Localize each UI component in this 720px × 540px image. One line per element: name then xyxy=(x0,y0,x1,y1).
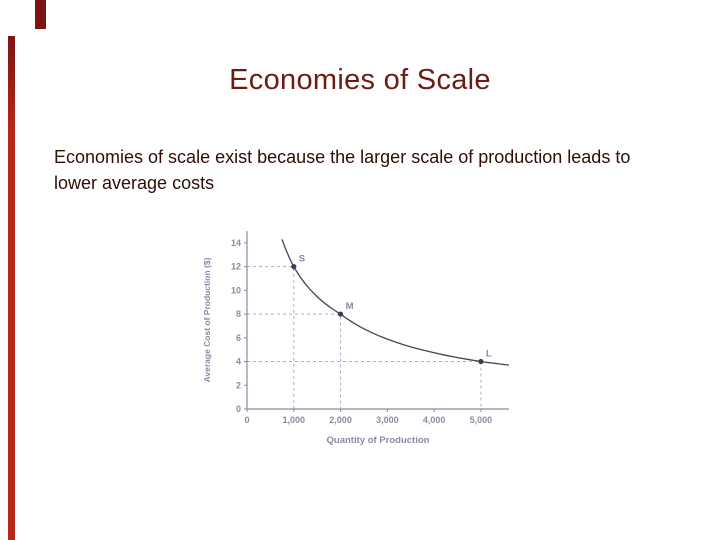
svg-text:12: 12 xyxy=(231,262,241,272)
svg-text:2: 2 xyxy=(236,380,241,390)
svg-text:0: 0 xyxy=(244,415,249,425)
svg-text:M: M xyxy=(346,301,354,312)
svg-text:8: 8 xyxy=(236,309,241,319)
svg-text:Average Cost of Production ($): Average Cost of Production ($) xyxy=(202,257,212,382)
svg-text:5,000: 5,000 xyxy=(470,415,493,425)
svg-text:L: L xyxy=(486,349,492,360)
svg-text:4: 4 xyxy=(236,357,241,367)
svg-text:2,000: 2,000 xyxy=(329,415,352,425)
svg-text:6: 6 xyxy=(236,333,241,343)
svg-text:1,000: 1,000 xyxy=(283,415,306,425)
body-text: Economies of scale exist because the lar… xyxy=(54,147,631,194)
svg-text:4,000: 4,000 xyxy=(423,415,446,425)
page-title: Economies of Scale xyxy=(229,64,491,96)
svg-text:0: 0 xyxy=(236,404,241,414)
svg-text:3,000: 3,000 xyxy=(376,415,399,425)
accent-left-bar xyxy=(8,36,15,540)
svg-text:14: 14 xyxy=(231,238,241,248)
svg-text:Quantity of Production: Quantity of Production xyxy=(327,435,430,446)
svg-text:10: 10 xyxy=(231,285,241,295)
average-cost-chart-figure: 0 2 4 6 8 10 12 14 0 1,000 2,000 3,000 4,000 5,000 S M L… xyxy=(196,228,526,452)
svg-text:S: S xyxy=(299,254,305,265)
average-cost-chart: 0 2 4 6 8 10 12 14 0 1,000 2,000 3,000 4,000 5,000 S M L… xyxy=(202,231,510,446)
accent-top-block xyxy=(35,0,46,29)
